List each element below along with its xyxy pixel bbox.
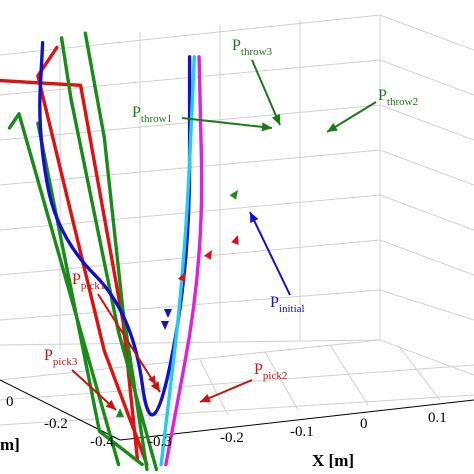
x-axis-label: X [m] [312, 451, 354, 470]
annotation-arrowhead [200, 393, 211, 403]
series-line [159, 55, 197, 467]
annotation-leader [251, 59, 281, 126]
series-line [7, 31, 159, 471]
annotation-arrowhead [150, 381, 160, 392]
y-tick-label: 0 [6, 394, 14, 410]
x-tick-label: -0.1 [290, 424, 314, 440]
annotation-leader [181, 117, 273, 129]
x-tick-label: 0.1 [428, 410, 447, 426]
direction-arrow [177, 272, 186, 282]
y-axis-label: m] [0, 435, 20, 454]
annotation-label: Ppick1 [72, 271, 105, 292]
y-tick-labels: 0 -0.2 -0.4 [6, 394, 114, 450]
annotation-arrowhead [250, 212, 259, 223]
annotation-label: Pinitial [270, 294, 305, 315]
x-tick-label: -0.3 [148, 434, 172, 450]
direction-arrow [161, 321, 169, 330]
annotation-arrowhead [327, 122, 338, 132]
series-line [164, 55, 204, 467]
direction-arrow [116, 408, 124, 417]
annotation-label: Ppick2 [254, 361, 287, 382]
annotation-arrowhead [261, 122, 272, 132]
annotation-layer: Pthrow3 Pthrow1 Pthrow2 Pinitial Ppick1 Ppick… [44, 37, 418, 411]
y-tick-label: -0.2 [44, 416, 68, 432]
annotation-arrowhead [271, 114, 281, 125]
direction-arrow [231, 235, 239, 245]
annotation-label: Pthrow3 [232, 37, 273, 58]
y-tick-label: -0.4 [90, 434, 114, 450]
direction-arrow [164, 309, 172, 318]
direction-arrow [204, 250, 212, 260]
annotation-arrowhead [105, 399, 116, 410]
x-tick-label: 0 [360, 416, 368, 432]
x-tick-labels: -0.3 -0.2 -0.1 0 0.1 [148, 410, 447, 450]
annotation-label: Ppick3 [44, 347, 78, 368]
direction-arrow [229, 190, 238, 200]
x-tick-label: -0.2 [220, 430, 244, 446]
annotation-leader [97, 293, 161, 393]
annotation-label: Pthrow1 [132, 104, 172, 125]
annotation-label: Pthrow2 [378, 87, 418, 108]
series-layer [0, 31, 204, 471]
annotation-leader [249, 211, 291, 296]
